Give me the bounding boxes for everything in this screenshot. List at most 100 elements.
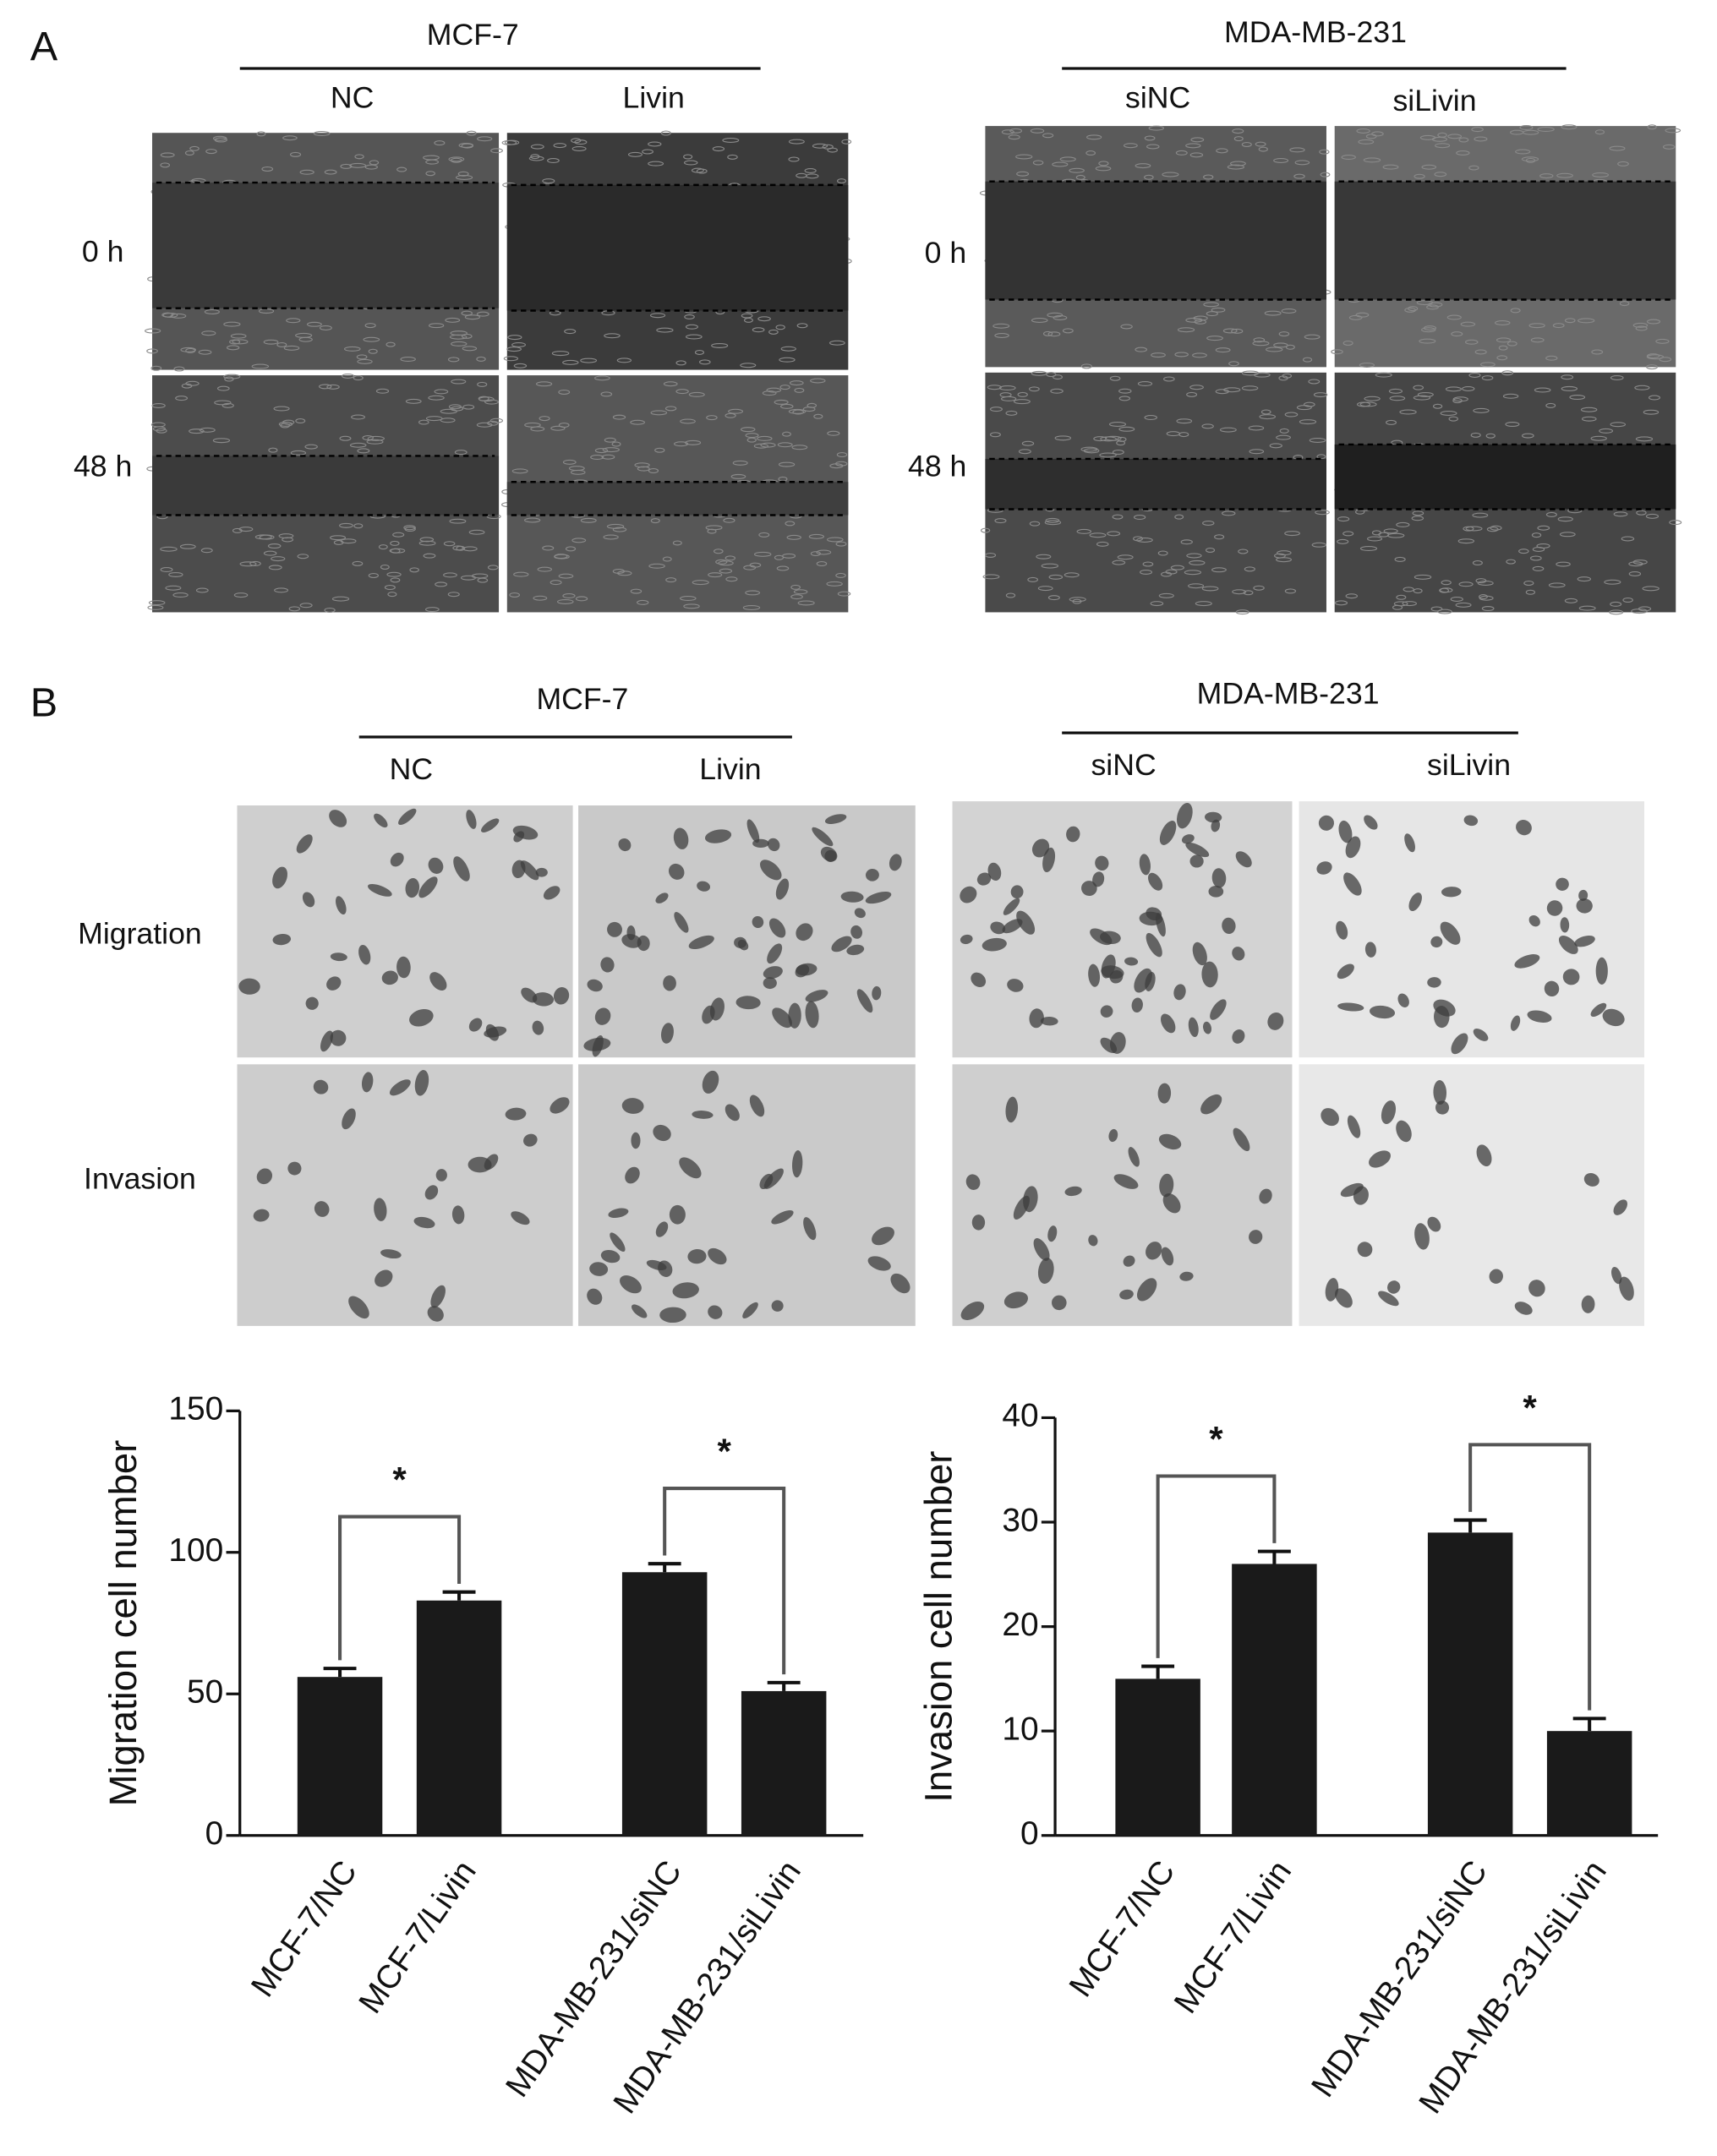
micrograph [578, 805, 916, 1058]
cell [1123, 143, 1138, 149]
cell [1419, 134, 1436, 140]
cell [1206, 336, 1223, 341]
cell [810, 378, 826, 384]
cell [1578, 318, 1595, 324]
cell [364, 164, 378, 170]
cell [160, 546, 178, 552]
cell [1044, 520, 1062, 526]
cell [1486, 527, 1499, 532]
error-bar [648, 1562, 681, 1573]
cell [590, 455, 604, 461]
cell [1064, 572, 1080, 578]
cell [1414, 574, 1432, 580]
cell [343, 346, 361, 352]
cell [461, 333, 473, 339]
cell [687, 1249, 707, 1264]
cell [1135, 163, 1151, 169]
cell [1646, 319, 1661, 325]
cell [329, 810, 347, 827]
cell [1174, 514, 1184, 520]
cell [889, 854, 902, 871]
cell [810, 551, 821, 557]
cell [435, 581, 448, 587]
error-bar [1141, 1664, 1175, 1679]
cell [477, 136, 493, 142]
cell [175, 396, 189, 401]
cell [1133, 515, 1146, 521]
cell [1544, 980, 1560, 997]
cell [1161, 1247, 1174, 1266]
cell [1516, 820, 1532, 836]
cell [1617, 161, 1629, 166]
cell [490, 148, 503, 154]
cell [872, 1226, 894, 1246]
cell [691, 167, 704, 173]
cell [1655, 338, 1670, 344]
cell [1181, 834, 1195, 844]
cell [782, 553, 796, 559]
cell [1116, 440, 1126, 446]
cell [357, 358, 373, 364]
cell [1432, 403, 1443, 409]
group-title: MDA-MB-231 [1224, 15, 1407, 49]
cell [330, 1029, 347, 1046]
cell [1595, 957, 1608, 985]
cell [1108, 1128, 1118, 1143]
cell [326, 976, 342, 991]
cell [625, 1166, 640, 1184]
cell [685, 439, 702, 445]
error-bar [1453, 1518, 1487, 1533]
cell [1316, 454, 1326, 460]
cell [1302, 357, 1313, 363]
cell [763, 1168, 784, 1189]
cell [767, 943, 783, 964]
cell [147, 604, 164, 610]
cell [1386, 419, 1397, 425]
cell [1170, 565, 1185, 570]
cell [1208, 886, 1224, 898]
cell [816, 561, 828, 567]
cell [342, 1108, 356, 1130]
cell [450, 406, 464, 412]
significance-label: * [1523, 1388, 1537, 1427]
cell [697, 881, 711, 892]
cell [1042, 847, 1056, 873]
cell [1062, 328, 1074, 334]
cell [1188, 1017, 1199, 1038]
cell [1590, 435, 1607, 441]
significance-bracket [338, 1515, 462, 1661]
cell [1479, 594, 1488, 600]
cell [679, 1157, 702, 1179]
cell [160, 567, 173, 573]
cell [785, 521, 796, 527]
cell [1411, 516, 1424, 521]
bar [1427, 1532, 1513, 1836]
cell [1545, 355, 1558, 361]
cell [428, 857, 444, 874]
cell [476, 356, 486, 362]
cell [1123, 1255, 1135, 1267]
cell [824, 814, 847, 824]
cell [1430, 606, 1443, 612]
cell [487, 565, 499, 570]
cell [375, 388, 390, 394]
cell [763, 977, 777, 990]
cell [594, 448, 609, 454]
cell [1013, 1195, 1030, 1220]
cell [665, 577, 677, 583]
cell [200, 548, 213, 554]
cell [627, 151, 643, 157]
cell [295, 418, 306, 424]
bar [741, 1690, 827, 1836]
cell [805, 173, 819, 179]
cell [1031, 838, 1050, 858]
cell [994, 332, 1009, 338]
cell [580, 517, 597, 523]
cell [528, 156, 544, 161]
cell [547, 158, 560, 164]
cell [985, 552, 997, 558]
cell [1159, 821, 1177, 845]
cell [1537, 127, 1555, 133]
cell [297, 554, 309, 559]
cell [389, 548, 406, 554]
